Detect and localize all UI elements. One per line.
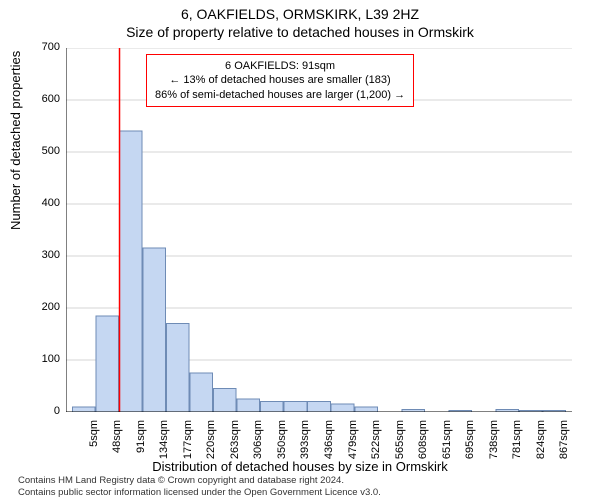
y-tick-label: 200	[20, 301, 60, 313]
annotation-line: 6 OAKFIELDS: 91sqm	[155, 59, 405, 73]
plot-area: 6 OAKFIELDS: 91sqm ← 13% of detached hou…	[66, 48, 572, 412]
footer-line: Contains HM Land Registry data © Crown c…	[18, 475, 381, 486]
chart-title: 6, OAKFIELDS, ORMSKIRK, L39 2HZ	[0, 6, 600, 22]
annotation-box: 6 OAKFIELDS: 91sqm ← 13% of detached hou…	[146, 54, 414, 107]
annotation-line: ← 13% of detached houses are smaller (18…	[155, 73, 405, 87]
y-tick-label: 600	[20, 93, 60, 105]
y-tick-label: 100	[20, 353, 60, 365]
chart-subtitle: Size of property relative to detached ho…	[0, 24, 600, 40]
y-tick-label: 500	[20, 145, 60, 157]
x-axis-label: Distribution of detached houses by size …	[0, 459, 600, 474]
footer: Contains HM Land Registry data © Crown c…	[18, 475, 381, 498]
y-tick-label: 0	[20, 405, 60, 417]
y-tick-label: 300	[20, 249, 60, 261]
y-tick-label: 400	[20, 197, 60, 209]
footer-line: Contains public sector information licen…	[18, 487, 381, 498]
annotation-line: 86% of semi-detached houses are larger (…	[155, 88, 405, 102]
y-tick-label: 700	[20, 41, 60, 53]
